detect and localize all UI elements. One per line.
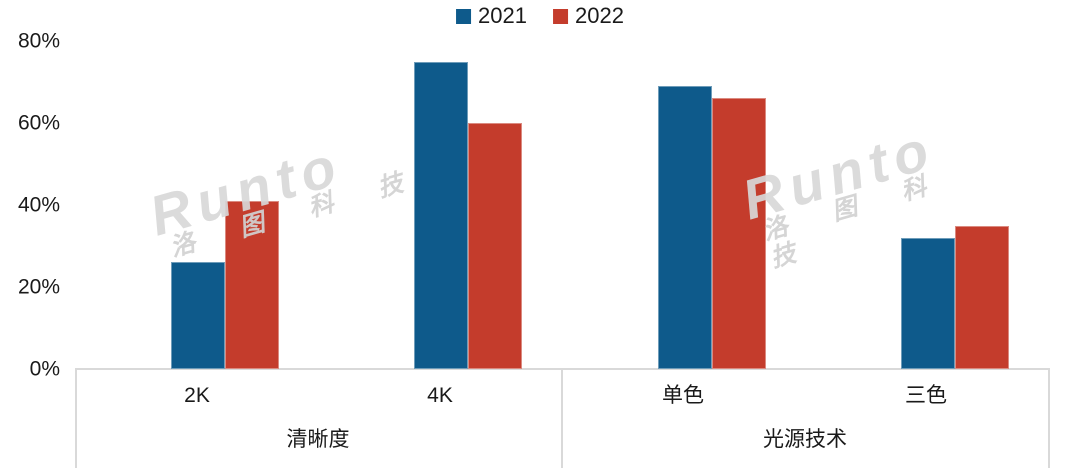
category-group-divider-left: [75, 368, 77, 468]
category-group-label-清晰度: 清晰度: [286, 428, 350, 451]
y-axis-tick-label-0%: 0%: [29, 357, 60, 381]
legend-swatch-2021: [456, 8, 472, 24]
legend-item-2022: 2022: [553, 3, 624, 29]
bar-2022-三色: [955, 225, 1009, 369]
category-group-divider-right: [1048, 368, 1050, 468]
category-group-divider-middle: [561, 368, 563, 468]
legend-label-2021: 2021: [478, 3, 527, 28]
bar-2022-单色: [712, 98, 766, 369]
category-label-三色: 三色: [905, 384, 947, 407]
legend-label-2022: 2022: [575, 3, 624, 28]
y-axis-tick-label-20%: 20%: [17, 275, 60, 299]
watermark-cn-text: 洛 图 科 技: [166, 163, 426, 263]
y-axis-tick-label-40%: 40%: [17, 193, 60, 217]
bar-2021-4K: [414, 61, 468, 369]
y-axis-tick-label-60%: 60%: [17, 111, 60, 135]
category-label-单色: 单色: [662, 384, 704, 407]
watermark-brand-text: Runto: [142, 132, 350, 248]
watermark-brand-text: Runto: [735, 116, 942, 232]
bar-2021-三色: [901, 237, 955, 369]
bar-2022-4K: [468, 123, 522, 369]
y-axis-tick-label-80%: 80%: [17, 29, 60, 53]
runto-watermark: Runto 洛 图 科 技: [142, 119, 426, 265]
bar-2021-2K: [171, 262, 225, 369]
legend-item-2021: 2021: [456, 3, 527, 29]
legend: 2021 2022: [456, 3, 624, 29]
category-label-2K: 2K: [184, 384, 210, 407]
bar-2022-2K: [225, 200, 279, 369]
legend-swatch-2022: [553, 8, 568, 24]
category-group-label-光源技术: 光源技术: [763, 428, 847, 451]
category-label-4K: 4K: [427, 384, 453, 407]
bar-2021-单色: [658, 86, 712, 369]
